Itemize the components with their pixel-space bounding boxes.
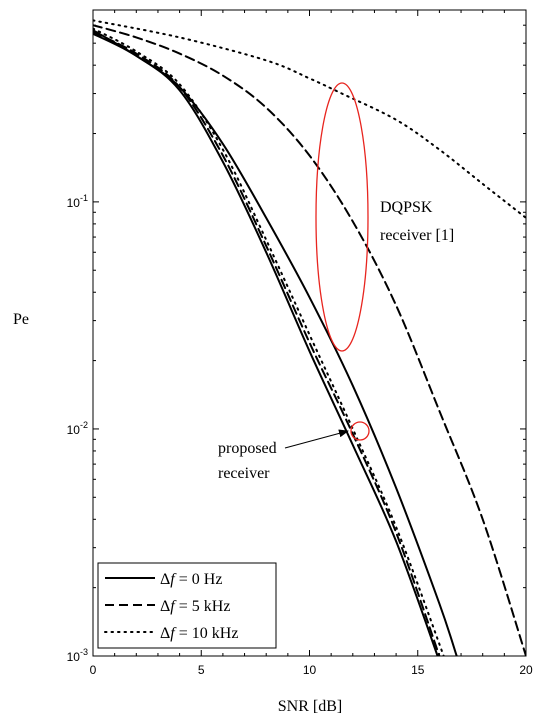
x-tick-label: 15	[411, 663, 425, 677]
y-tick-label: 10-2	[67, 420, 88, 437]
proposed-annotation-line1: proposed	[218, 440, 277, 457]
series-line-2	[93, 19, 526, 219]
series-layer	[93, 19, 526, 656]
axis-ticks: 0 5 10 15 20 10-3 10-2 10-1	[67, 9, 533, 677]
x-tick-label: 0	[90, 663, 97, 677]
series-line-0	[93, 29, 458, 656]
proposed-highlight-circle	[350, 421, 370, 441]
legend-label-10khz: Δf = 10 kHz	[160, 625, 238, 642]
x-axis-title: SNR [dB]	[278, 698, 342, 715]
dqpsk-highlight-ellipse	[315, 82, 369, 352]
series-line-1	[93, 24, 526, 656]
legend-label-0hz: Δf = 0 Hz	[160, 571, 222, 588]
x-tick-label: 10	[303, 663, 317, 677]
dqpsk-annotation-line2: receiver [1]	[380, 227, 454, 244]
x-tick-label: 5	[198, 663, 205, 677]
y-tick-label: 10-3	[67, 647, 88, 664]
legend-label-5khz: Δf = 5 kHz	[160, 598, 230, 615]
proposed-annotation-line2: receiver	[218, 465, 270, 482]
series-line-3	[93, 32, 439, 656]
dqpsk-annotation-line1: DQPSK	[380, 199, 433, 216]
legend: Δf = 0 Hz Δf = 5 kHz Δf = 10 kHz	[97, 562, 277, 649]
y-tick-label: 10-1	[67, 193, 88, 210]
y-axis-title: Pe	[13, 311, 29, 328]
proposed-annotation-arrow	[284, 429, 349, 449]
series-line-4	[93, 31, 441, 656]
x-tick-label: 20	[519, 663, 533, 677]
series-line-5	[93, 27, 445, 656]
